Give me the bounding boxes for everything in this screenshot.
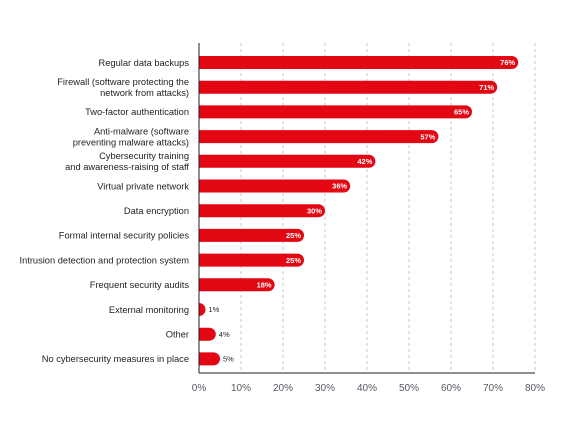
category-labels: Regular data backups Firewall (software p… bbox=[19, 58, 189, 364]
bar-value-label: 25% bbox=[286, 256, 301, 265]
x-tick-label: 60% bbox=[441, 383, 461, 394]
value-labels: 76% 71% 65% 57% 42% 36% 30% 25% 25% 18% 1% 4% 5% bbox=[209, 58, 516, 363]
bar bbox=[199, 253, 305, 267]
bar bbox=[199, 80, 498, 94]
bar-value-label: 36% bbox=[332, 182, 347, 191]
bar-value-label: 71% bbox=[479, 83, 494, 92]
category-label-line: Formal internal security policies bbox=[59, 231, 190, 241]
category-label: Cybersecurity training and awareness-rais… bbox=[65, 151, 189, 172]
category-label: Other bbox=[166, 330, 189, 340]
x-tick-label: 10% bbox=[231, 383, 251, 394]
category-label-line: Frequent security audits bbox=[90, 280, 190, 290]
category-label-line: Other bbox=[166, 330, 189, 340]
category-label: Virtual private network bbox=[97, 181, 189, 191]
bar-value-label: 65% bbox=[454, 108, 469, 117]
bar bbox=[199, 228, 305, 242]
category-label: Two-factor authentication bbox=[85, 107, 189, 117]
bar-value-label: 25% bbox=[286, 231, 301, 240]
bar bbox=[199, 278, 275, 292]
x-tick-label: 30% bbox=[315, 383, 335, 394]
category-label: Firewall (software protecting the network… bbox=[57, 77, 189, 98]
category-label: Frequent security audits bbox=[90, 280, 190, 290]
category-label: Data encryption bbox=[124, 206, 189, 216]
category-label: Formal internal security policies bbox=[59, 231, 190, 241]
x-tick-label: 40% bbox=[357, 383, 377, 394]
x-tick-label: 20% bbox=[273, 383, 293, 394]
bar-value-label: 1% bbox=[209, 305, 220, 314]
category-label-line: Virtual private network bbox=[97, 181, 189, 191]
category-label-line: Data encryption bbox=[124, 206, 189, 216]
category-label-line: Intrusion detection and protection syste… bbox=[19, 255, 189, 265]
category-label: No cybersecurity measures in place bbox=[42, 354, 189, 364]
category-label-line: and awareness-raising of staff bbox=[65, 162, 189, 172]
bar-value-label: 5% bbox=[223, 355, 234, 364]
bar-value-label: 42% bbox=[357, 157, 372, 166]
category-label-line: network from attacks) bbox=[100, 88, 189, 98]
x-tick-label: 50% bbox=[399, 383, 419, 394]
category-label-line: preventing malware attacks) bbox=[73, 137, 189, 147]
x-tick-label: 0% bbox=[192, 383, 207, 394]
bars bbox=[199, 56, 519, 366]
category-label: Anti-malware (software preventing malware… bbox=[73, 126, 189, 147]
bar-value-label: 57% bbox=[420, 132, 435, 141]
category-label: Intrusion detection and protection syste… bbox=[19, 255, 189, 265]
bar bbox=[199, 130, 439, 144]
category-label: External monitoring bbox=[109, 305, 189, 315]
bar bbox=[199, 327, 216, 341]
category-label-line: Anti-malware (software bbox=[94, 126, 189, 136]
x-tick-label: 70% bbox=[483, 383, 503, 394]
bar bbox=[199, 303, 206, 316]
category-label-line: No cybersecurity measures in place bbox=[42, 354, 189, 364]
bar-value-label: 30% bbox=[307, 206, 322, 215]
category-label-line: Firewall (software protecting the bbox=[57, 77, 189, 87]
bar-value-label: 76% bbox=[500, 58, 515, 67]
category-label-line: Regular data backups bbox=[99, 58, 190, 68]
bar-value-label: 4% bbox=[219, 330, 230, 339]
category-label-line: Cybersecurity training bbox=[99, 151, 189, 161]
category-label-line: Two-factor authentication bbox=[85, 107, 189, 117]
category-label-line: External monitoring bbox=[109, 305, 189, 315]
bar bbox=[199, 105, 472, 119]
gridlines bbox=[240, 43, 536, 373]
x-tick-label: 80% bbox=[525, 383, 545, 394]
bar bbox=[199, 352, 220, 366]
x-axis-ticks: 0% 10% 20% 30% 40% 50% 60% 70% 80% bbox=[192, 383, 545, 394]
bar bbox=[199, 154, 376, 168]
bar bbox=[199, 204, 325, 218]
bar bbox=[199, 179, 351, 193]
bar-value-label: 18% bbox=[257, 281, 272, 290]
bar bbox=[199, 56, 519, 69]
category-label: Regular data backups bbox=[99, 58, 190, 68]
